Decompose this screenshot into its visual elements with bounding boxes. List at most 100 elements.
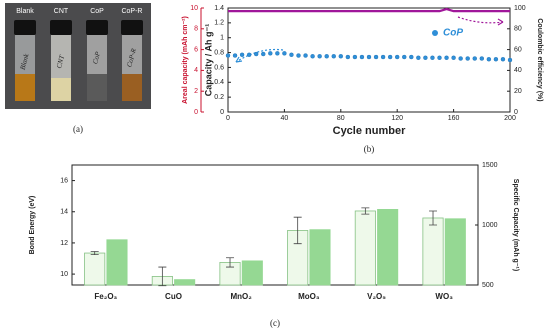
data-point [486,57,492,62]
error-bar [361,207,370,215]
y2-tick-label: 20 [514,88,522,95]
data-point [500,57,506,62]
y2-tick-label: 100 [514,5,526,12]
x-tick-label: MoO₃ [298,292,320,301]
photo: Blank CNT CoP CoP-R Blank CNT CoP CoP-R … [5,3,151,134]
y-tick-label: 0.4 [214,79,224,86]
y-tick-label: 1 [220,35,224,42]
y2-tick-label: 1000 [482,222,498,229]
data-point [409,54,414,60]
x-tick-label: CuO [165,292,182,301]
data-point [345,54,351,60]
data-point [451,55,456,60]
vial-handwriting: CoP [91,50,102,65]
y-tick-label: 0.2 [214,94,224,101]
vials [14,20,143,101]
data-point [296,53,301,58]
y2-axis-title: Coulombic efficiency (%) [536,18,543,101]
x-tick-label: 80 [337,115,345,122]
vial-label: CNT [54,8,69,15]
data-point [416,55,421,60]
y-tick-label: 1.2 [214,20,224,27]
x-tick-label: 160 [448,115,460,122]
data-point [331,54,336,59]
data-point [465,56,470,61]
data-point [317,54,322,59]
y3-tick-label: 2 [194,88,198,95]
y2-tick-label: 40 [514,67,522,74]
data-point [472,56,477,61]
arrow-head [497,18,504,26]
y-axis-title: Bond Energy (eV) [29,196,36,255]
data-line [228,7,510,13]
bar [422,217,444,286]
y3-tick-label: 10 [190,5,198,12]
y-tick-label: 12 [60,240,68,247]
y-tick-label: 10 [60,271,68,278]
data-point [254,51,259,57]
vial-label: CoP [90,8,104,15]
data-point [261,51,266,57]
y-tick-label: 0.8 [214,49,224,56]
data-point [395,54,400,60]
data-point [239,52,245,57]
caption: (b) [364,144,375,154]
y3-tick-label: 8 [194,26,198,33]
data-point [458,56,463,61]
y2-tick-label: 1500 [482,162,498,169]
x-tick-label: 200 [504,115,516,122]
x-tick-label: 0 [226,115,230,122]
annotation-arrow [457,16,504,24]
y2-tick-label: 60 [514,46,522,53]
data-point [268,51,273,56]
data-point [352,54,358,60]
data-point [437,55,442,60]
data-point [479,56,484,61]
x-tick-label: V₂O₅ [367,292,386,301]
data-point [423,55,428,60]
plot-frame [71,164,479,286]
y2-tick-label: 80 [514,26,522,33]
x-tick-label: 40 [281,115,289,122]
y-tick-label: 0 [220,109,224,116]
data-point [225,53,231,58]
bar [444,218,466,286]
bar [84,252,106,286]
arrow-head [235,56,243,63]
y3-tick-label: 6 [194,46,198,53]
data-point [387,54,393,60]
error-bar [226,257,235,268]
data-point [303,53,308,58]
data-point [246,52,252,57]
data-point [310,54,315,59]
data-point [324,54,329,59]
data-point [282,51,287,56]
data-point [275,51,280,56]
error-bar [429,210,438,226]
x-tick-label: WO₃ [435,292,453,301]
data-point [359,54,365,60]
data-point [430,55,435,60]
data-point [380,54,386,60]
y-tick-label: 0.6 [214,64,224,71]
legend-marker [432,30,438,36]
bar [309,229,331,286]
vial-label: CoP-R [121,8,142,15]
y-tick-label: 1.4 [214,5,224,12]
x-tick-label: 120 [391,115,403,122]
bar [377,208,399,286]
x-tick-label: MnO₂ [231,292,253,301]
data-point [338,54,343,59]
y3-tick-label: 4 [194,67,198,74]
bar [354,210,376,286]
y-tick-label: 14 [60,209,68,216]
data-point [402,54,407,60]
data-point [507,57,513,63]
vial-label: Blank [16,8,34,15]
y-axis-title: Capacity / Ah g⁻¹ [203,24,213,96]
caption: (c) [270,318,280,328]
annotation-arrow [235,48,284,63]
data-point [289,52,294,57]
caption: (a) [73,124,83,134]
